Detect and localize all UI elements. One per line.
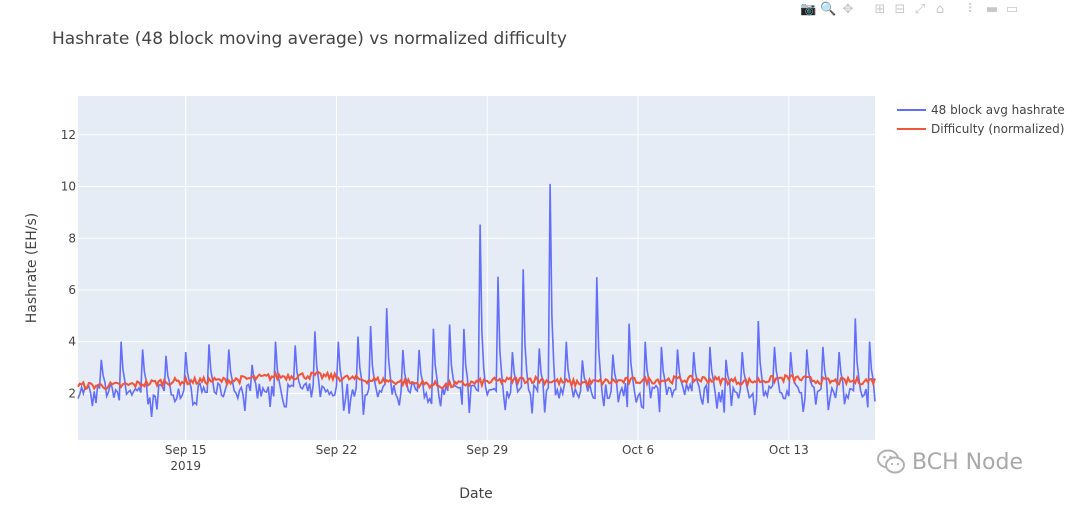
legend: 48 block avg hashrate Difficulty (normali… [897, 103, 1065, 136]
x-tick-label: Sep 29 [466, 443, 508, 457]
series-line-difficulty[interactable] [77, 370, 876, 391]
y-tick-label: 6 [68, 283, 76, 297]
y-tick-label: 4 [68, 335, 76, 349]
autoscale-icon[interactable]: ⤢ [914, 2, 926, 17]
series-layer [77, 183, 876, 417]
y-tick-label: 10 [61, 180, 76, 194]
x-tick-label: Sep 15 [165, 443, 207, 457]
y-tick-label: 8 [68, 231, 76, 245]
y-tick-label: 2 [68, 386, 76, 400]
legend-item[interactable]: 48 block avg hashrate [897, 103, 1065, 117]
spike-lines-icon[interactable]: ⠇ [967, 2, 977, 17]
x-tick-label: Sep 22 [316, 443, 358, 457]
pan-icon[interactable]: ✥ [842, 2, 854, 17]
x-tick-sublabel: 2019 [170, 459, 201, 473]
y-tick-label: 12 [61, 128, 76, 142]
series-line-hashrate[interactable] [77, 183, 876, 417]
legend-label: 48 block avg hashrate [931, 103, 1065, 117]
x-axis-title: Date [459, 486, 492, 502]
watermark-text: BCH Node [912, 449, 1024, 475]
zoom-icon[interactable]: 🔍 [820, 2, 837, 17]
y-axis-title: Hashrate (EH/s) [24, 213, 40, 323]
grid-layer [78, 96, 875, 440]
wechat-logo-icon [877, 449, 905, 474]
closest-hover-icon[interactable]: ▭ [1005, 2, 1019, 17]
legend-item[interactable]: Difficulty (normalized) [897, 122, 1064, 136]
axis-layer: 2 4 6 8 10 12 Sep 15 2019 Sep 22 Sep 29 Oct 6 Oct 1… [61, 128, 809, 473]
zoom-in-icon[interactable]: ⊞ [874, 2, 886, 17]
zoom-out-icon[interactable]: ⊟ [894, 2, 906, 17]
x-tick-label: Oct 6 [622, 443, 654, 457]
compare-hover-icon[interactable]: ▬ [985, 2, 999, 17]
modebar: 📷 🔍 ✥ ⊞ ⊟ ⤢ ⌂ ⠇ ▬ ▭ [800, 2, 1020, 22]
watermark: BCH Node [876, 448, 1023, 476]
reset-axes-icon[interactable]: ⌂ [935, 2, 945, 17]
camera-icon[interactable]: 📷 [800, 2, 817, 17]
legend-label: Difficulty (normalized) [931, 122, 1064, 136]
x-tick-label: Oct 13 [769, 443, 809, 457]
chart-title: Hashrate (48 block moving average) vs no… [52, 29, 567, 49]
